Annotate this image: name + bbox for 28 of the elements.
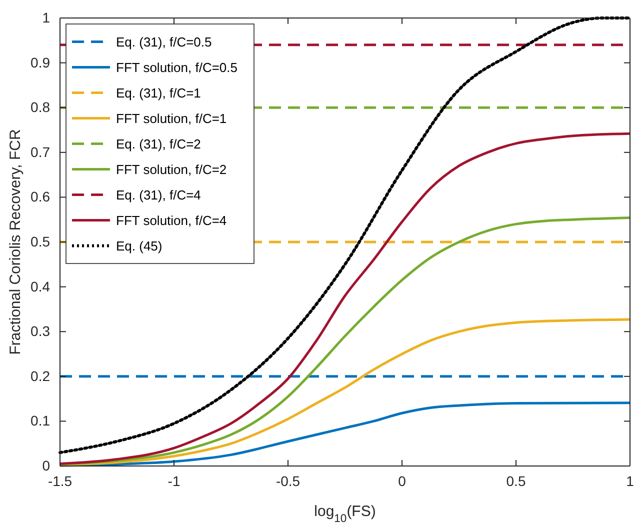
y-tick-label: 0 (42, 457, 50, 474)
y-tick-label: 0.4 (30, 278, 50, 294)
legend-label: FFT solution, f/C=4 (116, 212, 227, 228)
legend-label: FFT solution, f/C=2 (116, 162, 227, 177)
x-tick-label: 0 (398, 472, 406, 489)
legend-label: FFT solution, f/C=0.5 (116, 60, 238, 75)
y-axis-title: Fractional Coriolis Recovery, FCR (7, 129, 24, 355)
legend-label: Eq. (31), f/C=0.5 (116, 34, 212, 50)
x-tick-label: -1.5 (48, 472, 72, 489)
legend-label: Eq. (31), f/C=2 (116, 136, 201, 152)
y-tick-label: 0.6 (30, 188, 50, 205)
y-tick-label: 0.8 (30, 99, 50, 116)
x-axis-title: log$_{10}$(FS) (314, 503, 376, 525)
y-tick-label: 0.9 (30, 54, 50, 70)
legend-label: FFT solution, f/C=1 (116, 110, 227, 126)
x-tick-label: 0.5 (506, 472, 526, 489)
x-tick-label: -1 (168, 472, 180, 489)
x-tick-label: 1 (626, 472, 634, 489)
legend-label: Eq. (45) (116, 238, 162, 254)
legend-label: Eq. (31), f/C=4 (116, 187, 201, 202)
legend-label: Eq. (31), f/C=1 (116, 85, 201, 100)
y-tick-label: 0.3 (30, 323, 50, 340)
y-tick-label: 0.7 (30, 144, 50, 160)
y-tick-label: 0.1 (30, 412, 50, 429)
y-tick-label: 0.5 (30, 233, 50, 250)
x-tick-label: -0.5 (276, 472, 300, 489)
y-tick-label: 1 (42, 9, 50, 26)
y-tick-label: 0.2 (30, 368, 50, 384)
